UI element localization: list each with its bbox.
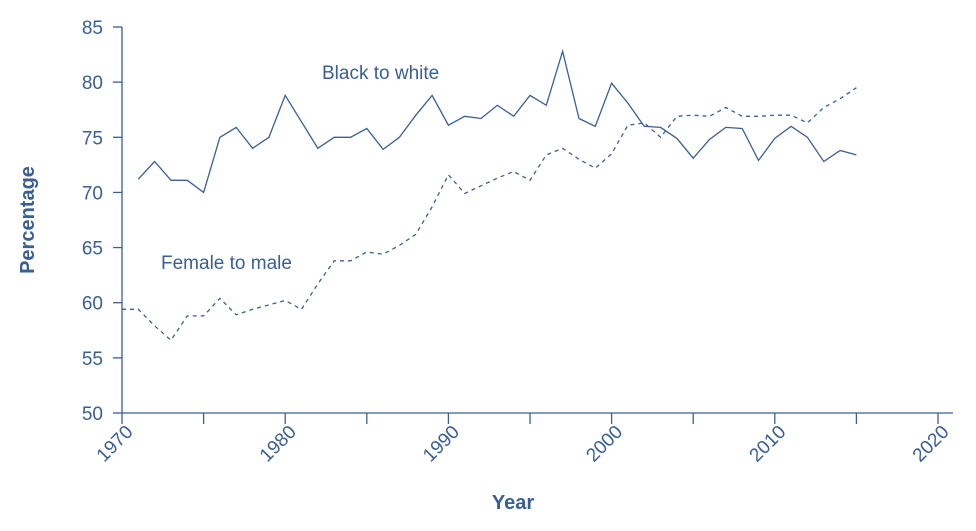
y-tick-label: 75 xyxy=(82,128,103,149)
x-tick-label: 1990 xyxy=(419,422,464,467)
y-tick-label: 80 xyxy=(82,73,103,94)
y-tick-label: 65 xyxy=(82,239,103,260)
x-axis-title: Year xyxy=(492,492,534,514)
series-lines xyxy=(122,48,857,342)
y-tick-label: 55 xyxy=(82,349,103,370)
series-line-solid xyxy=(137,48,857,194)
annotation-female-to-male: Female to male xyxy=(161,253,292,274)
axes xyxy=(121,27,953,414)
axis-ticks: 50 55 60 65 70 75 80 85 1970 1980 1990 2000 2010 2020 xyxy=(82,18,954,466)
y-tick-label: 70 xyxy=(82,183,103,204)
x-tick-label: 2020 xyxy=(909,422,954,467)
y-tick-label: 50 xyxy=(82,404,103,425)
x-tick-label: 2000 xyxy=(582,422,627,467)
y-axis-title: Percentage xyxy=(17,166,39,274)
series-line-dashed xyxy=(122,87,857,342)
x-tick-label: 2010 xyxy=(746,422,791,467)
y-tick-label: 60 xyxy=(82,294,103,315)
x-tick-label: 1970 xyxy=(93,422,138,467)
y-tick-label: 85 xyxy=(82,18,103,39)
annotation-black-to-white: Black to white xyxy=(322,63,439,84)
x-tick-label: 1980 xyxy=(256,422,301,467)
